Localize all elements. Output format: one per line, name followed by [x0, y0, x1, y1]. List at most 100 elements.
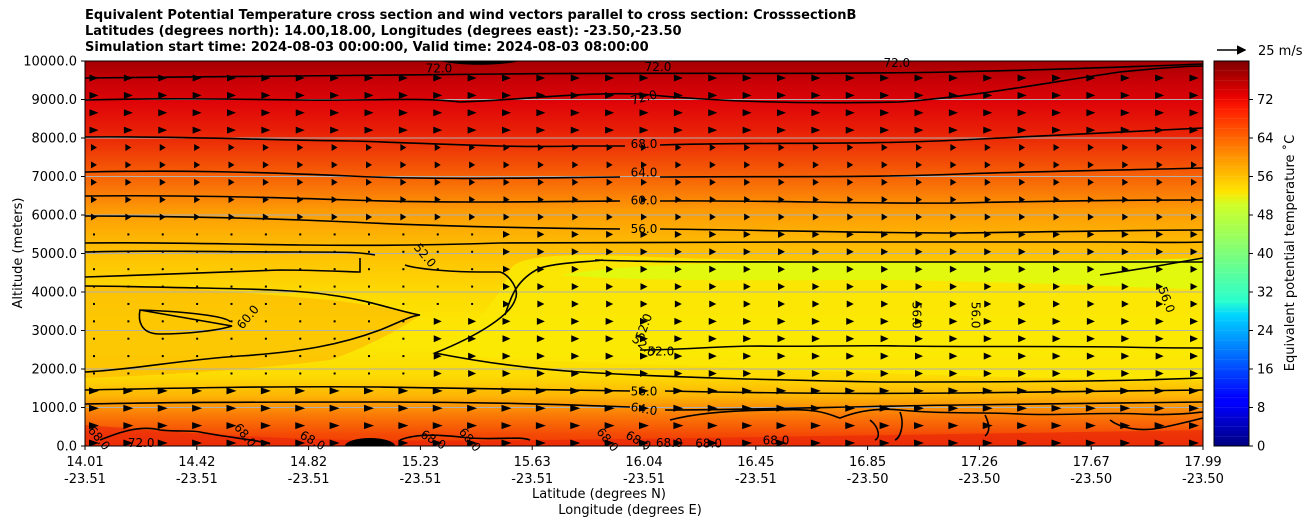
wind-vector [196, 302, 199, 305]
wind-vector [743, 230, 751, 238]
wind-vector [915, 352, 923, 360]
wind-vector [949, 300, 957, 308]
wind-vector [675, 161, 682, 169]
contour-label: 56.0 [631, 222, 658, 236]
wind-vector [674, 300, 682, 308]
wind-vector [161, 320, 164, 323]
wind-vector [402, 250, 405, 253]
wind-vector [123, 439, 134, 447]
wind-vector [778, 213, 785, 221]
wind-vector [742, 404, 753, 412]
wind-vector [881, 230, 889, 238]
wind-vector [329, 422, 340, 430]
wind-vector [812, 178, 819, 186]
wind-vector [503, 178, 510, 186]
wind-vector [641, 161, 647, 169]
wind-vector [1087, 300, 1095, 308]
wind-vector [1086, 109, 1096, 117]
wind-vector [1121, 300, 1129, 308]
wind-vector [93, 320, 95, 323]
wind-vector [915, 300, 923, 308]
x-tick-label-lon: -23.51 [735, 472, 777, 487]
wind-vector [433, 317, 442, 325]
contour-label: 64.0 [631, 166, 658, 180]
wind-vector [606, 161, 613, 169]
wind-vector [330, 74, 340, 82]
wind-vector [158, 74, 168, 82]
wind-vector [1086, 335, 1095, 343]
wind-vector [125, 161, 132, 169]
wind-vector [1156, 144, 1163, 152]
wind-vector [433, 335, 442, 343]
wind-vector [778, 178, 785, 186]
wind-vector [811, 91, 821, 99]
wind-vector [605, 91, 615, 99]
wind-vector [812, 283, 820, 291]
wind-vector [537, 161, 544, 169]
wind-vector [572, 196, 579, 204]
wind-vector [1052, 74, 1061, 82]
wind-vector [983, 317, 992, 325]
wind-vector [402, 268, 405, 271]
wind-vector [915, 369, 923, 377]
wind-vector [161, 372, 164, 375]
wind-vector [1018, 248, 1026, 256]
wind-vector [366, 161, 372, 169]
wind-vector [1018, 335, 1027, 343]
wind-vector [983, 352, 992, 360]
wind-vector [398, 91, 408, 99]
wind-vector [743, 369, 752, 377]
wind-vector [914, 109, 924, 117]
wind-vector [709, 283, 717, 291]
wind-vector [1019, 144, 1026, 152]
wind-vector [673, 439, 684, 447]
wind-vector [1122, 178, 1129, 186]
wind-vector [398, 422, 409, 430]
colorbar-ticks: 0 8 16 24 32 40 48 56 64 72 [1249, 93, 1274, 455]
wind-vector [674, 230, 682, 238]
x-tick-label-lat: 16.85 [849, 455, 886, 470]
wind-vector [1087, 230, 1095, 238]
wind-vector [1018, 369, 1027, 377]
wind-vector [192, 422, 203, 430]
wind-vector [1190, 283, 1198, 291]
wind-vector [364, 109, 374, 117]
wind-vector [123, 387, 134, 395]
wind-vector [707, 387, 718, 395]
wind-vector [329, 404, 340, 412]
wind-vector [434, 144, 441, 152]
wind-vector [915, 335, 923, 343]
wind-vector [1018, 300, 1026, 308]
wind-vector [91, 144, 97, 152]
contour-label: 72.0 [645, 60, 672, 74]
wind-vector [93, 355, 95, 358]
wind-vector [364, 387, 374, 395]
orange-bump-region [85, 285, 420, 378]
wind-vector [227, 74, 236, 82]
wind-vector [673, 126, 683, 134]
wind-vector [469, 196, 476, 204]
wind-vector [260, 422, 271, 430]
wind-vector [673, 109, 683, 117]
wind-vector [776, 422, 787, 430]
wind-vector [264, 337, 267, 340]
wind-vector [881, 144, 888, 152]
wind-vector [777, 109, 786, 117]
wind-vector [502, 74, 511, 82]
x-tick-label-lat: 15.23 [402, 455, 439, 470]
wind-vector [950, 196, 957, 204]
wind-vector [159, 196, 166, 204]
wind-vector [366, 144, 372, 152]
wind-vector [915, 283, 923, 291]
contour-label: 68.0 [631, 137, 658, 151]
wind-vector [1086, 126, 1096, 134]
wind-vector [707, 404, 718, 412]
wind-vector [1155, 317, 1164, 325]
contour-52-inner [639, 344, 1204, 351]
wind-vector [502, 352, 511, 360]
wind-vector [777, 126, 786, 134]
wind-vector [846, 352, 855, 360]
wind-vector [125, 144, 132, 152]
x-tick-label-lat: 14.42 [178, 455, 215, 470]
contour-68-surface [669, 408, 1204, 421]
